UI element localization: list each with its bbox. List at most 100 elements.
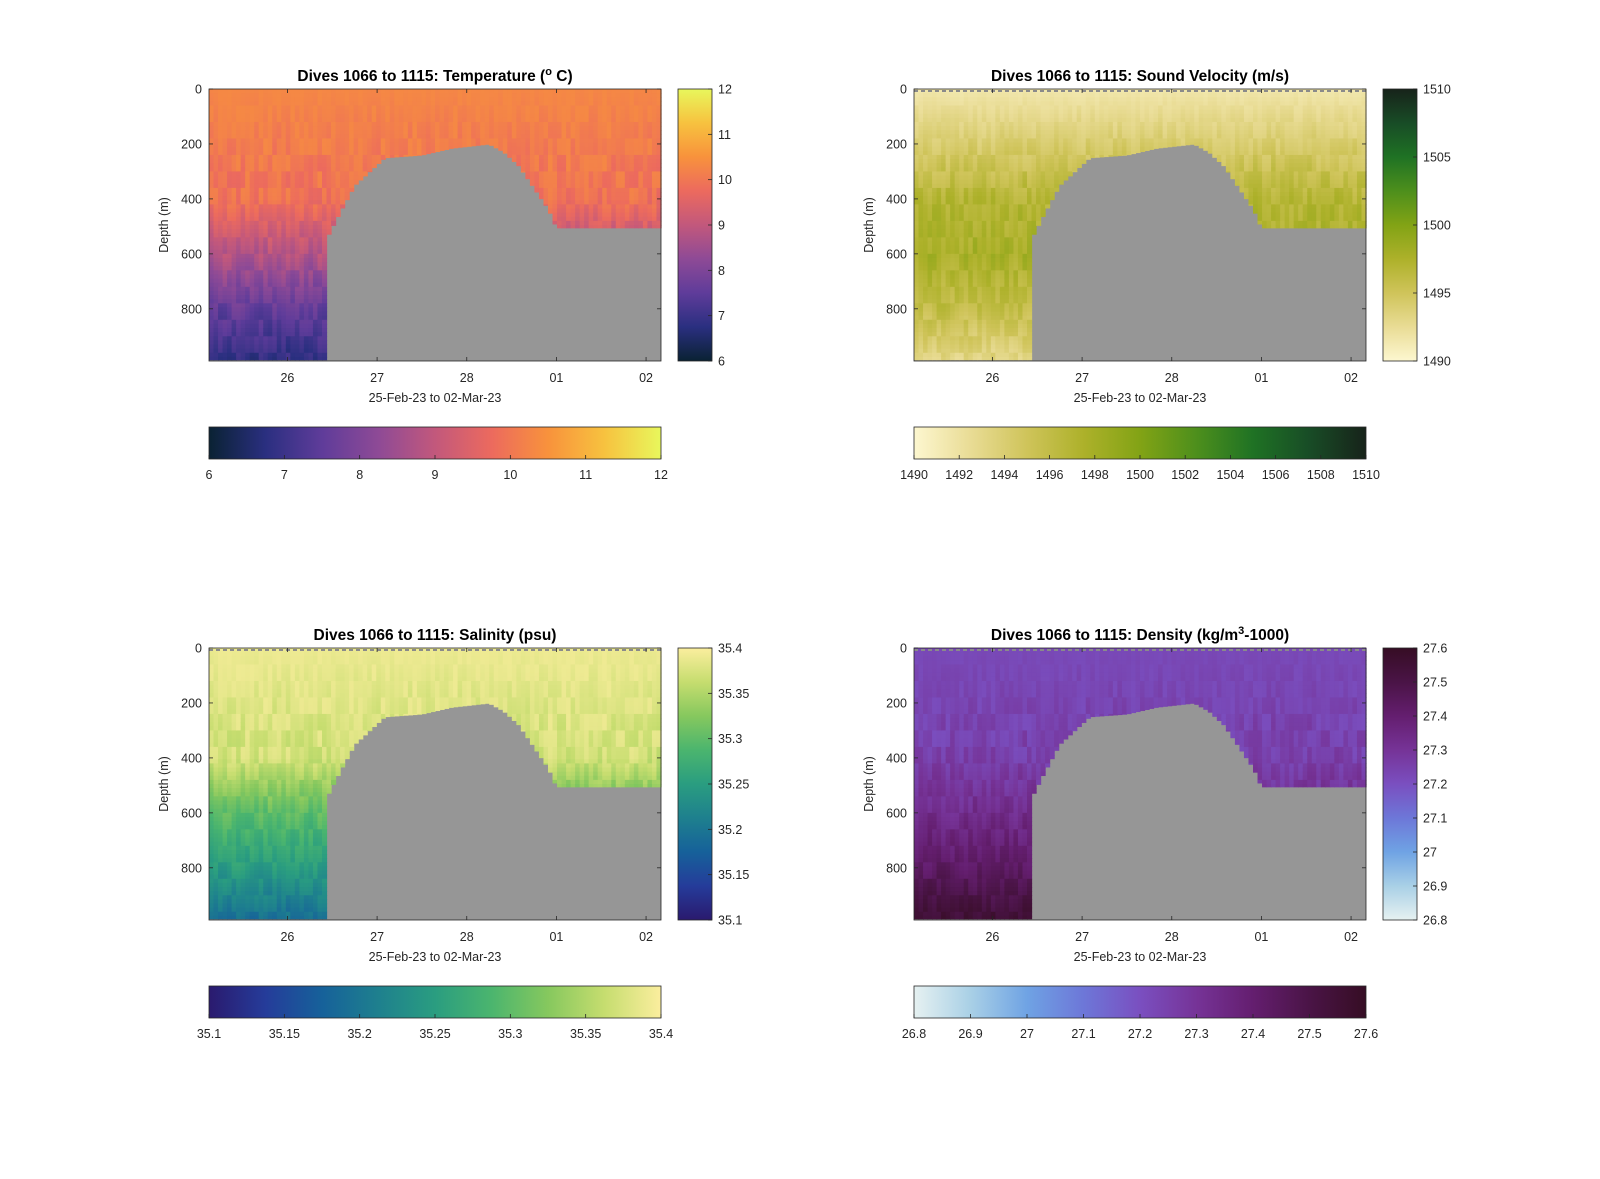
heatmap-cell [249, 303, 255, 309]
heatmap-cell [331, 216, 337, 222]
heatmap-cell [981, 332, 987, 337]
heatmap-cell [914, 171, 920, 177]
heatmap-cell [950, 138, 956, 144]
heatmap-cell [945, 319, 951, 325]
heatmap-cell [344, 179, 350, 185]
heatmap-cell [498, 93, 504, 98]
heatmap-cell [923, 121, 929, 127]
heatmap-cell [557, 200, 563, 205]
heatmap-cell [529, 171, 536, 177]
heatmap-cell [552, 212, 558, 218]
heatmap-cell [584, 212, 590, 218]
heatmap-cell [941, 105, 947, 111]
heatmap-cell [932, 332, 938, 337]
heatmap-cell [258, 167, 264, 173]
heatmap-cell [597, 150, 603, 156]
heatmap-cell [213, 233, 219, 238]
heatmap-cell [209, 192, 215, 197]
heatmap-cell [981, 212, 987, 218]
heatmap-cell [299, 208, 305, 214]
heatmap-cell [950, 187, 956, 193]
heatmap-cell [918, 253, 924, 259]
heatmap-cell [986, 212, 992, 218]
heatmap-cell [213, 352, 219, 358]
heatmap-cell [963, 167, 969, 173]
heatmap-cell [941, 101, 947, 107]
heatmap-cell [213, 237, 219, 243]
heatmap-cell [552, 142, 558, 148]
heatmap-cell [240, 105, 246, 111]
heatmap-cell [647, 183, 653, 189]
heatmap-cell [385, 126, 391, 131]
heatmap-cell [303, 175, 310, 181]
heatmap-cell [986, 344, 992, 350]
heatmap-cell [1004, 212, 1010, 218]
x-axis-label: 25-Feb-23 to 02-Mar-23 [369, 391, 502, 405]
heatmap-cell [959, 105, 965, 111]
heatmap-cell [950, 295, 956, 300]
heatmap-cell [421, 109, 427, 115]
heatmap-cell [620, 105, 626, 111]
heatmap-cell [322, 130, 328, 135]
heatmap-cell [430, 121, 436, 127]
heatmap-cell [376, 93, 382, 98]
heatmap-cell [439, 109, 445, 115]
heatmap-cell [380, 121, 386, 127]
heatmap-cell [240, 332, 246, 337]
heatmap-cell [543, 126, 549, 131]
heatmap-cell [358, 130, 364, 135]
heatmap-cell [231, 200, 237, 205]
heatmap-cell [602, 183, 608, 189]
heatmap-cell [231, 257, 237, 263]
heatmap-cell [272, 154, 278, 160]
heatmap-cell [918, 319, 924, 325]
heatmap-cell [254, 249, 260, 255]
heatmap-cell [231, 245, 237, 251]
heatmap-cell [254, 245, 260, 251]
heatmap-cell [932, 93, 938, 98]
heatmap-cell [914, 220, 920, 226]
heatmap-cell [245, 257, 251, 263]
heatmap-cell [231, 138, 237, 144]
heatmap-cell [231, 270, 237, 276]
heatmap-cell [932, 216, 938, 222]
heatmap-cell [1008, 154, 1015, 160]
heatmap-cell [923, 328, 929, 333]
heatmap-cell [534, 105, 540, 111]
heatmap-cell [231, 126, 237, 131]
heatmap-cell [340, 105, 346, 111]
heatmap-cell [267, 192, 273, 197]
heatmap-cell [950, 266, 956, 271]
heatmap-cell [918, 204, 924, 210]
heatmap-cell [972, 183, 978, 189]
heatmap-cell [308, 299, 314, 304]
heatmap-cell [439, 134, 445, 140]
heatmap-cell [981, 290, 987, 296]
heatmap-cell [959, 274, 965, 280]
heatmap-cell [326, 109, 332, 115]
heatmap-cell [416, 117, 423, 123]
heatmap-cell [1008, 121, 1015, 127]
heatmap-cell [990, 253, 996, 259]
heatmap-cell [245, 113, 251, 119]
heatmap-cell [335, 138, 341, 144]
heatmap-cell [227, 323, 233, 329]
heatmap-cell [538, 163, 545, 168]
heatmap-cell [466, 101, 472, 107]
heatmap-cell [606, 105, 612, 111]
heatmap-cell [534, 121, 540, 127]
heatmap-cell [629, 121, 635, 127]
heatmap-cell [990, 278, 996, 284]
heatmap-cell [249, 192, 255, 197]
heatmap-cell [977, 134, 983, 140]
heatmap-cell [290, 196, 296, 201]
heatmap-cell [303, 154, 310, 160]
heatmap-cell [285, 311, 291, 317]
heatmap-cell [227, 332, 233, 337]
heatmap-cell [923, 167, 929, 173]
heatmap-cell [272, 233, 278, 238]
heatmap-cell [308, 225, 314, 230]
heatmap-cell [267, 344, 273, 350]
heatmap-cell [977, 126, 983, 131]
heatmap-cell [245, 274, 251, 280]
